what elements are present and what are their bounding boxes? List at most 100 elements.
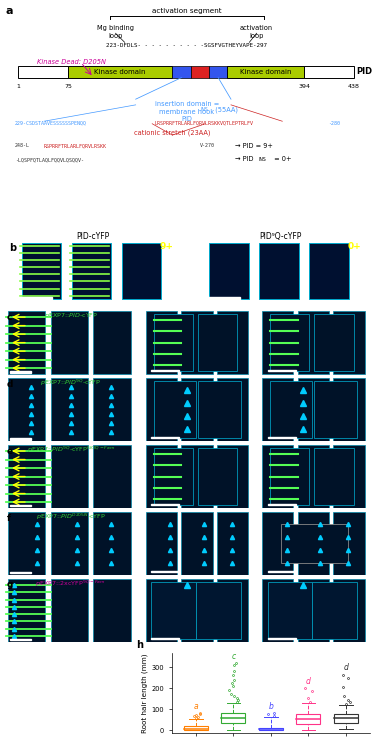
Bar xyxy=(8,378,45,441)
Bar xyxy=(146,378,177,441)
Bar xyxy=(181,445,213,508)
Text: Kinase domain: Kinase domain xyxy=(94,69,146,74)
Bar xyxy=(312,581,357,639)
Text: 0+: 0+ xyxy=(347,242,361,251)
Bar xyxy=(50,445,88,508)
Bar xyxy=(298,445,329,508)
Bar xyxy=(209,242,249,299)
Bar xyxy=(8,579,45,642)
Bar xyxy=(217,378,248,441)
Bar xyxy=(94,445,131,508)
Text: h: h xyxy=(136,640,143,649)
Bar xyxy=(94,378,131,441)
Bar xyxy=(146,579,177,642)
Bar xyxy=(217,579,248,642)
Text: = 0+: = 0+ xyxy=(272,156,291,162)
Text: $\it{p}$EXP7::$\it{PID^{9Q}}$-cYFP: $\it{p}$EXP7::$\it{PID^{9Q}}$-cYFP xyxy=(40,377,101,388)
Text: -280: -280 xyxy=(328,121,340,125)
Bar xyxy=(270,448,309,506)
Text: cationic stretch (23AA): cationic stretch (23AA) xyxy=(134,130,211,136)
Text: insertion domain =
membrane hook
PID: insertion domain = membrane hook PID xyxy=(155,101,219,122)
Bar xyxy=(304,66,354,77)
Bar xyxy=(94,512,131,575)
Bar xyxy=(146,311,177,374)
Text: a: a xyxy=(194,702,198,711)
Text: a: a xyxy=(6,6,13,16)
Text: 1: 1 xyxy=(16,85,20,89)
Text: (55AA): (55AA) xyxy=(213,106,237,113)
Bar xyxy=(196,581,240,639)
Bar xyxy=(334,579,365,642)
Text: $\it{p}$EXP7::2xcYFP$^{9Q-Fam}$: $\it{p}$EXP7::2xcYFP$^{9Q-Fam}$ xyxy=(36,579,106,589)
Bar xyxy=(217,445,248,508)
Bar xyxy=(151,581,196,639)
Text: $\it{p}$EXP7::$\it{PID^{9Q}}$-cYFP$^{6K3Q-Fam}$: $\it{p}$EXP7::$\it{PID^{9Q}}$-cYFP$^{6K3… xyxy=(27,444,115,455)
Bar xyxy=(259,728,283,730)
Bar xyxy=(334,714,358,723)
Bar xyxy=(8,311,45,374)
Bar xyxy=(13,297,52,298)
Title: PID⁹Q-cYFP: PID⁹Q-cYFP xyxy=(260,232,302,242)
Title: PID-cYFP: PID-cYFP xyxy=(77,232,110,242)
Bar xyxy=(217,512,248,575)
Text: f: f xyxy=(6,514,10,523)
Bar xyxy=(151,638,179,639)
Bar xyxy=(154,314,193,371)
Text: 9+: 9+ xyxy=(160,242,174,251)
Bar xyxy=(268,504,295,506)
Y-axis label: Root hair length (mm): Root hair length (mm) xyxy=(142,653,148,733)
Bar xyxy=(181,579,213,642)
Bar xyxy=(315,448,353,506)
Bar xyxy=(270,381,312,439)
Bar xyxy=(297,714,321,724)
Text: RSPRRFTRLARLFQRVLRSKK: RSPRRFTRLARLFQRVLRSKK xyxy=(44,143,107,148)
Bar xyxy=(154,381,196,439)
Bar xyxy=(50,579,88,642)
Text: PID: PID xyxy=(356,67,373,76)
Text: 248-L: 248-L xyxy=(15,143,30,148)
Bar xyxy=(154,448,193,506)
Text: 223-DFDLS- - - - - - - - - -SGSFVGTHEYVAPE-297: 223-DFDLS- - - - - - - - - -SGSFVGTHEYVA… xyxy=(107,43,267,48)
Bar xyxy=(227,66,304,77)
Text: activation segment: activation segment xyxy=(152,8,222,14)
Text: d: d xyxy=(306,677,311,686)
Bar xyxy=(315,381,357,439)
Bar xyxy=(68,66,172,77)
Bar xyxy=(146,445,177,508)
Bar xyxy=(146,512,177,575)
Bar xyxy=(270,314,309,371)
Text: c: c xyxy=(6,312,12,321)
Bar xyxy=(184,727,208,730)
Text: g: g xyxy=(6,581,13,590)
Bar xyxy=(268,571,295,572)
Text: b: b xyxy=(269,702,273,711)
Bar xyxy=(151,370,179,371)
Text: c: c xyxy=(232,652,236,661)
Bar xyxy=(198,314,237,371)
Bar xyxy=(151,504,179,506)
Text: 438: 438 xyxy=(348,85,360,89)
Bar xyxy=(72,242,111,299)
Bar xyxy=(122,242,161,299)
Text: activation
loop: activation loop xyxy=(240,25,273,39)
Bar xyxy=(151,437,179,439)
Text: Kinase Dead: D205N: Kinase Dead: D205N xyxy=(37,59,106,65)
Bar xyxy=(209,66,227,77)
Text: -LQSPFQTLAQLFQQVLQSQQV-: -LQSPFQTLAQLFQQVLQSQQV- xyxy=(15,157,84,162)
Text: Kinase domain: Kinase domain xyxy=(240,69,292,74)
Bar xyxy=(10,639,31,640)
Bar xyxy=(151,571,179,572)
Bar xyxy=(50,378,88,441)
Text: $\it{p}$EXP7::$\it{PID^{D205N}}$-cYFP: $\it{p}$EXP7::$\it{PID^{D205N}}$-cYFP xyxy=(36,511,106,522)
Bar xyxy=(22,242,61,299)
Text: → PID = 9+: → PID = 9+ xyxy=(234,143,273,149)
Text: 75: 75 xyxy=(64,85,72,89)
Bar xyxy=(221,713,245,723)
Text: 394: 394 xyxy=(298,85,310,89)
Bar xyxy=(298,311,329,374)
Bar xyxy=(172,66,191,77)
Bar xyxy=(268,370,295,371)
Text: $\it{p}$EXP7::$\it{PID}$-cYFP: $\it{p}$EXP7::$\it{PID}$-cYFP xyxy=(43,311,98,320)
Bar xyxy=(334,311,365,374)
Bar xyxy=(262,378,293,441)
